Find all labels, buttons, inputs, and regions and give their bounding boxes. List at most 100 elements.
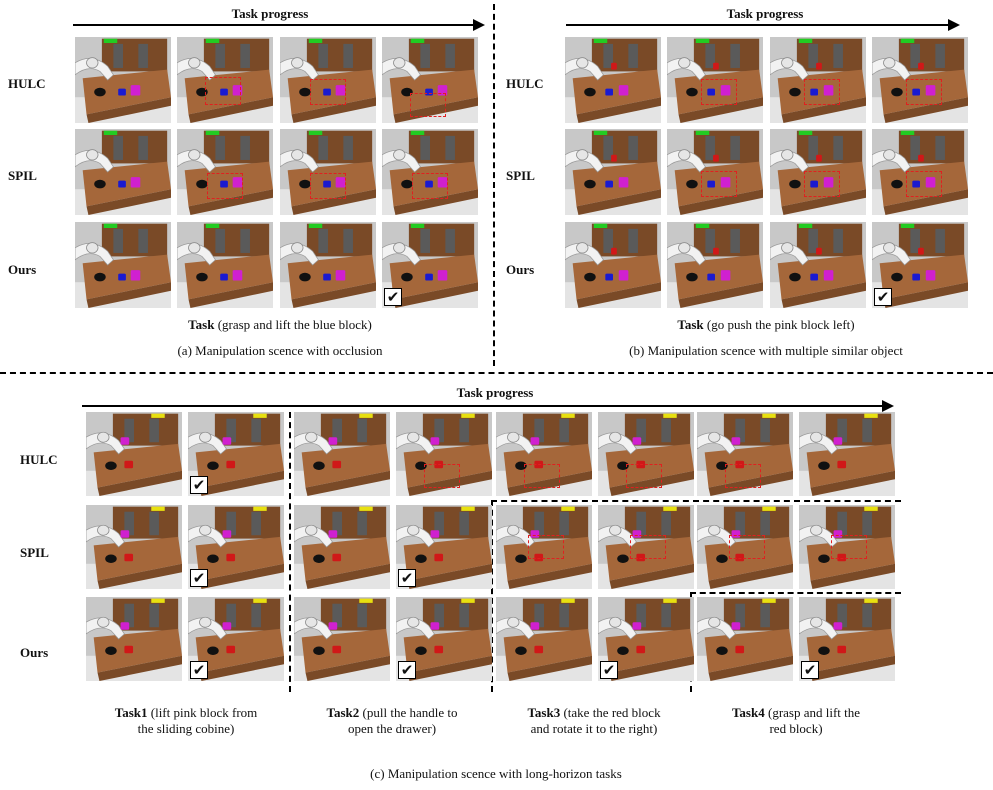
annotation-box (310, 173, 346, 199)
success-check-icon: ✔ (801, 661, 819, 679)
panel-b-frame (770, 222, 866, 308)
panel-c-frame (697, 597, 793, 681)
panel-c-frame (496, 597, 592, 681)
panel-a-progress-arrow (73, 19, 485, 31)
panel-a-frame (75, 129, 171, 215)
panel-a-frame (177, 37, 273, 123)
panel-c-caption: (c) Manipulation scence with long-horizo… (370, 766, 622, 781)
panel-a-header: Task progress (231, 6, 309, 21)
panel-c-progress-arrow (82, 400, 894, 412)
panel-a-frame: ✔ (382, 222, 478, 308)
annotation-box (205, 77, 241, 105)
panel-b-progress-arrow (566, 19, 960, 31)
annotation-box (831, 535, 867, 559)
panel-c-frame (598, 412, 694, 496)
success-check-icon: ✔ (398, 569, 416, 587)
annotation-box (528, 535, 564, 559)
panel-c-frame: ✔ (188, 597, 284, 681)
panel-b-frame (770, 37, 866, 123)
panel-a-frame (280, 129, 376, 215)
panel-b-row-label-spil: SPIL (506, 168, 535, 183)
panel-c-row-label-spil: SPIL (20, 545, 49, 560)
panel-b-frame (565, 37, 661, 123)
annotation-box (729, 535, 765, 559)
panel-a-frame (177, 222, 273, 308)
panel-c-frame (294, 505, 390, 589)
success-check-icon: ✔ (190, 661, 208, 679)
panel-b-row-label-hulc: HULC (506, 76, 544, 91)
panel-c-separator-1 (289, 412, 291, 692)
panel-c-header: Task progress (456, 385, 534, 400)
panel-c-frame (697, 412, 793, 496)
panel-c-frame (86, 597, 182, 681)
panel-c-task2: Task2 (pull the handle to open the drawer… (326, 705, 458, 736)
panel-c-task1: Task1 (lift pink block from the sliding c… (114, 705, 258, 736)
panel-b-frame (872, 129, 968, 215)
annotation-box (906, 79, 942, 105)
panel-c-frame (496, 505, 592, 589)
panel-b-frame (770, 129, 866, 215)
panel-c-task4: Task4 (grasp and lift the red block) (731, 705, 861, 736)
annotation-box (410, 93, 446, 117)
panel-a-row-label-spil: SPIL (8, 168, 37, 183)
annotation-box (412, 173, 448, 199)
panel-c-frame (396, 412, 492, 496)
annotation-box (424, 464, 460, 488)
panel-c-frame (86, 505, 182, 589)
panel-b-frame (565, 222, 661, 308)
success-check-icon: ✔ (190, 476, 208, 494)
panel-b-frame: ✔ (872, 222, 968, 308)
annotation-box (524, 464, 560, 488)
success-check-icon: ✔ (874, 288, 892, 306)
panel-c-frame (294, 597, 390, 681)
annotation-box (906, 171, 942, 197)
success-check-icon: ✔ (190, 569, 208, 587)
annotation-box (804, 171, 840, 197)
panel-c-separator-2-top (491, 500, 901, 502)
panel-c-frame: ✔ (188, 412, 284, 496)
panel-b-frame (872, 37, 968, 123)
panel-c-frame: ✔ (799, 597, 895, 681)
panel-a-frame (280, 37, 376, 123)
panel-a-frame (75, 222, 171, 308)
annotation-box (207, 173, 243, 199)
panel-b-caption: (b) Manipulation scence with multiple si… (629, 343, 903, 358)
panel-b-frame (667, 222, 763, 308)
panel-b-frame (667, 37, 763, 123)
panel-c-frame: ✔ (396, 597, 492, 681)
panel-a-frame (382, 129, 478, 215)
panel-a-frame (177, 129, 273, 215)
annotation-box (626, 464, 662, 488)
success-check-icon: ✔ (384, 288, 402, 306)
panel-c-frame (697, 505, 793, 589)
success-check-icon: ✔ (398, 661, 416, 679)
annotation-box (701, 79, 737, 105)
panel-b-row-label-ours: Ours (506, 262, 535, 277)
horizontal-separator (0, 372, 993, 374)
panel-c-frame: ✔ (188, 505, 284, 589)
panel-c-frame (294, 412, 390, 496)
annotation-box (804, 79, 840, 105)
panel-c-frame (598, 505, 694, 589)
panel-a-caption: (a) Manipulation scence with occlusion (177, 343, 383, 358)
panel-c-frame: ✔ (598, 597, 694, 681)
panel-c-separator-3-top (690, 592, 901, 594)
panel-a-task: Task (grasp and lift the blue block) (188, 317, 372, 332)
panel-b-task: Task (go push the pink block left) (677, 317, 855, 332)
panel-c-frame (799, 412, 895, 496)
panel-c-frame (799, 505, 895, 589)
panel-c-task3: Task3 (take the red block and rotate it t… (527, 705, 661, 736)
panel-a-frame (75, 37, 171, 123)
panel-c-frame (86, 412, 182, 496)
panel-b-frame (565, 129, 661, 215)
panel-c-row-label-ours: Ours (20, 645, 49, 660)
annotation-box (701, 171, 737, 197)
panel-c-frame: ✔ (396, 505, 492, 589)
panel-a-row-label-ours: Ours (8, 262, 37, 277)
success-check-icon: ✔ (600, 661, 618, 679)
annotation-box (310, 79, 346, 105)
annotation-box (725, 464, 761, 488)
panel-c-row-label-hulc: HULC (20, 452, 58, 467)
panel-b-header: Task progress (726, 6, 804, 21)
panel-c-frame (496, 412, 592, 496)
